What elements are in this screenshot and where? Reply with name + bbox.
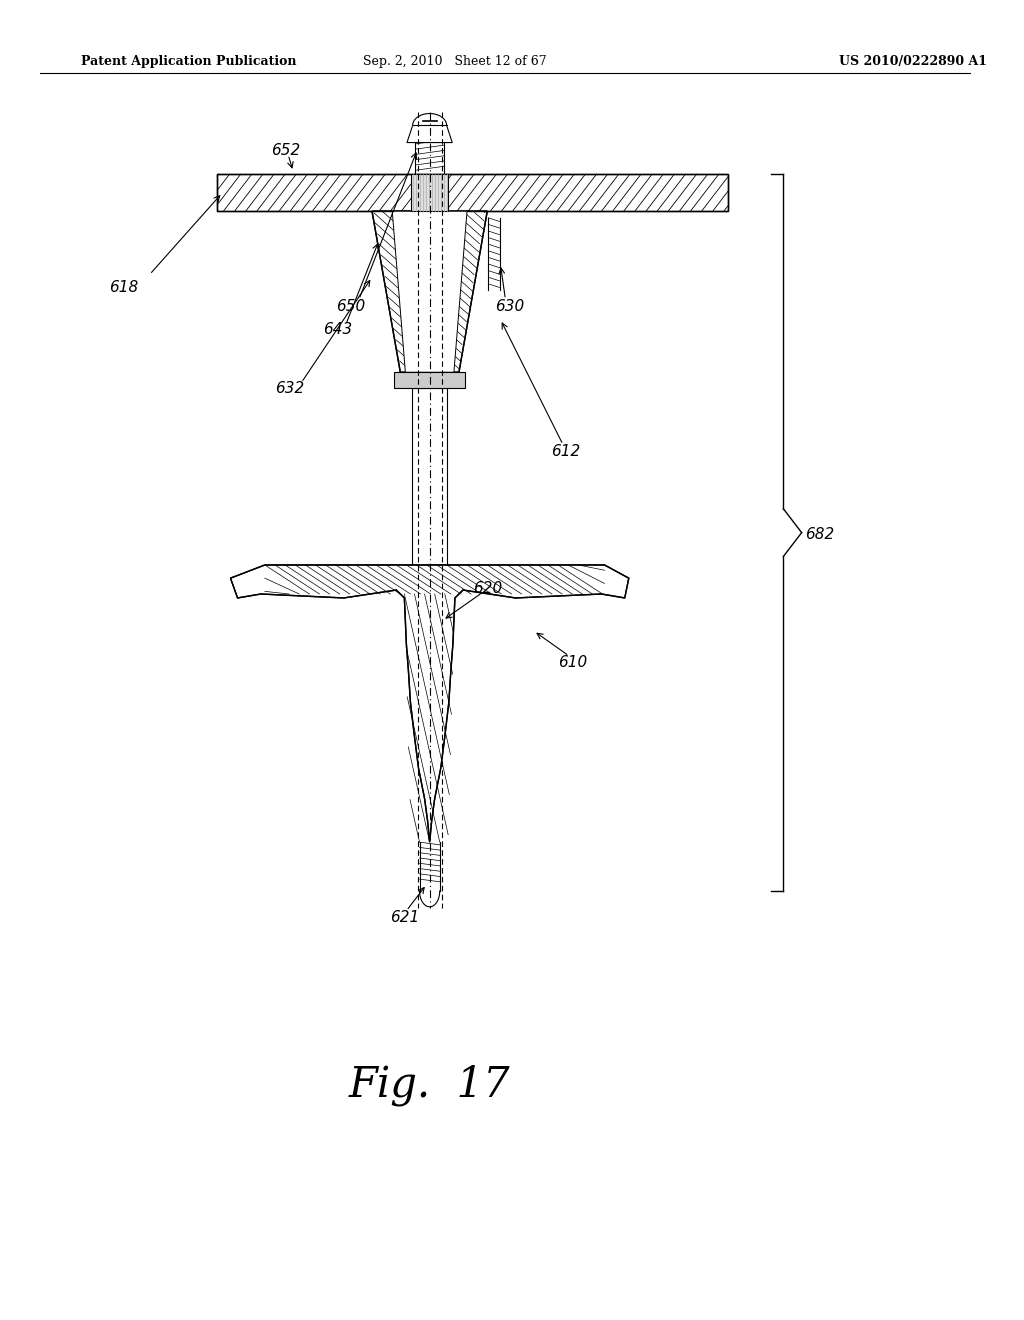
Polygon shape [372, 211, 487, 372]
Text: 650: 650 [336, 298, 365, 314]
Text: 682: 682 [805, 527, 834, 543]
Text: 620: 620 [473, 581, 503, 597]
Text: 618: 618 [110, 280, 138, 296]
Text: 621: 621 [390, 909, 420, 925]
Polygon shape [413, 114, 446, 125]
Polygon shape [394, 372, 465, 388]
Text: Patent Application Publication: Patent Application Publication [81, 55, 296, 69]
Text: 652: 652 [271, 143, 300, 158]
Text: US 2010/0222890 A1: US 2010/0222890 A1 [839, 55, 987, 69]
Text: 612: 612 [551, 444, 581, 459]
Text: Fig.  17: Fig. 17 [349, 1064, 510, 1106]
Text: 610: 610 [558, 655, 588, 671]
Text: Sep. 2, 2010   Sheet 12 of 67: Sep. 2, 2010 Sheet 12 of 67 [364, 55, 547, 69]
Polygon shape [230, 565, 629, 842]
Polygon shape [217, 174, 728, 211]
Polygon shape [392, 211, 467, 372]
Polygon shape [412, 174, 447, 211]
Text: 630: 630 [496, 298, 524, 314]
Text: 643: 643 [324, 322, 352, 338]
Polygon shape [413, 388, 446, 565]
Polygon shape [420, 891, 439, 907]
Text: 632: 632 [275, 380, 304, 396]
Polygon shape [407, 125, 453, 143]
